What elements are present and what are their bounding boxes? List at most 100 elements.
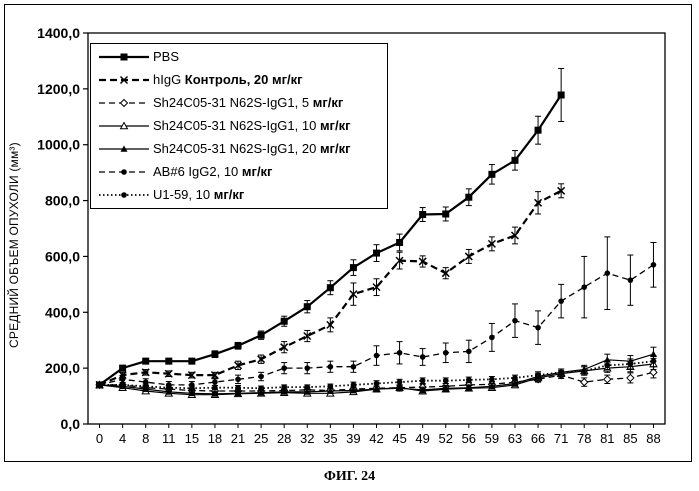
legend-swatch-marker: [121, 54, 128, 61]
x-tick-label: 21: [231, 431, 245, 446]
x-tick-label: 85: [623, 431, 637, 446]
data-point: [397, 350, 403, 356]
data-point: [188, 358, 195, 365]
data-point: [489, 377, 495, 383]
data-point: [558, 92, 565, 99]
data-point: [465, 194, 472, 201]
x-tick-label: 8: [142, 431, 149, 446]
x-tick-label: 28: [277, 431, 291, 446]
legend-label: AB#6 IgG2, 10 мг/кг: [153, 164, 272, 179]
data-point: [581, 379, 588, 386]
y-tick-label: 200,0: [45, 360, 80, 376]
data-point: [304, 303, 311, 310]
legend-label-unit: мг/кг: [320, 141, 351, 156]
y-tick-label: 400,0: [45, 304, 80, 320]
legend-item: PBS: [97, 47, 387, 67]
data-point: [212, 379, 218, 385]
legend-label-unit: Контроль, 20 мг/кг: [185, 72, 303, 87]
legend-label-unit: мг/кг: [313, 95, 344, 110]
x-tick-label: 18: [208, 431, 222, 446]
legend-label-text: Sh24C05-31 N62S-IgG1, 10: [153, 118, 320, 133]
legend-swatch: [97, 49, 151, 65]
x-tick-label: 25: [254, 431, 268, 446]
data-point: [304, 384, 310, 390]
data-point: [166, 385, 172, 391]
x-tick-label: 59: [485, 431, 499, 446]
legend-label-text: Sh24C05-31 N62S-IgG1, 5: [153, 95, 313, 110]
legend-label-text: PBS: [153, 49, 179, 64]
data-point: [443, 350, 449, 356]
x-tick-label: 35: [323, 431, 337, 446]
data-point: [235, 342, 242, 349]
data-point: [258, 385, 264, 391]
y-tick-label: 1400,0: [37, 25, 80, 41]
legend-swatch-marker: [121, 169, 127, 175]
x-tick-label: 88: [646, 431, 660, 446]
x-tick-label: 32: [300, 431, 314, 446]
legend-label-unit: мг/кг: [320, 118, 351, 133]
legend-label: PBS: [153, 49, 179, 64]
legend-label-text: hIgG: [153, 72, 185, 87]
x-tick-label: 56: [462, 431, 476, 446]
data-point: [281, 384, 287, 390]
x-tick-label: 81: [600, 431, 614, 446]
data-point: [351, 382, 357, 388]
x-tick-label: 45: [392, 431, 406, 446]
legend-swatch: [97, 141, 151, 157]
data-point: [628, 361, 634, 367]
legend-item: Sh24C05-31 N62S-IgG1, 10 мг/кг: [97, 116, 387, 136]
data-point: [374, 353, 380, 359]
data-point: [466, 377, 472, 383]
data-point: [189, 385, 195, 391]
x-tick-label: 39: [346, 431, 360, 446]
data-point: [97, 382, 103, 388]
legend-swatch-marker: [121, 192, 127, 198]
y-tick-label: 1200,0: [37, 81, 80, 97]
x-tick-label: 66: [531, 431, 545, 446]
x-tick-label: 11: [162, 431, 176, 446]
legend-label: hIgG Контроль, 20 мг/кг: [153, 72, 303, 87]
x-tick-label: 49: [415, 431, 429, 446]
data-point: [558, 298, 564, 304]
data-point: [350, 264, 357, 271]
x-tick-label: 52: [439, 431, 453, 446]
data-point: [420, 378, 426, 384]
x-tick-label: 63: [508, 431, 522, 446]
x-tick-label: 4: [119, 431, 126, 446]
legend-item: hIgG Контроль, 20 мг/кг: [97, 70, 387, 90]
legend-item: U1-59, 10 мг/кг: [97, 185, 387, 205]
x-tick-label: 42: [369, 431, 383, 446]
data-point: [535, 127, 542, 134]
data-point: [281, 365, 287, 371]
data-point: [535, 372, 541, 378]
data-point: [120, 377, 126, 383]
data-point: [212, 385, 218, 391]
data-point: [466, 349, 472, 355]
legend-label: Sh24C05-31 N62S-IgG1, 20 мг/кг: [153, 141, 351, 156]
legend-swatch: [97, 164, 151, 180]
data-point: [442, 210, 449, 217]
data-point: [558, 370, 564, 376]
x-tick-label: 0: [96, 431, 103, 446]
data-point: [235, 377, 241, 383]
data-point: [512, 318, 518, 324]
x-tick-label: 71: [554, 431, 568, 446]
data-point: [235, 385, 241, 391]
data-point: [373, 250, 380, 257]
data-point: [651, 262, 657, 268]
data-point: [604, 376, 611, 383]
data-point: [374, 381, 380, 387]
legend-item: Sh24C05-31 N62S-IgG1, 20 мг/кг: [97, 139, 387, 159]
data-point: [211, 351, 218, 358]
data-point: [511, 157, 518, 164]
data-point: [420, 354, 426, 360]
data-point: [143, 383, 149, 389]
figure-caption: ФИГ. 24: [0, 469, 699, 485]
data-point: [165, 358, 172, 365]
data-point: [304, 365, 310, 371]
data-point: [396, 239, 403, 246]
legend-label-unit: мг/кг: [214, 187, 245, 202]
data-point: [258, 332, 265, 339]
legend-item: AB#6 IgG2, 10 мг/кг: [97, 162, 387, 182]
data-point: [443, 378, 449, 384]
